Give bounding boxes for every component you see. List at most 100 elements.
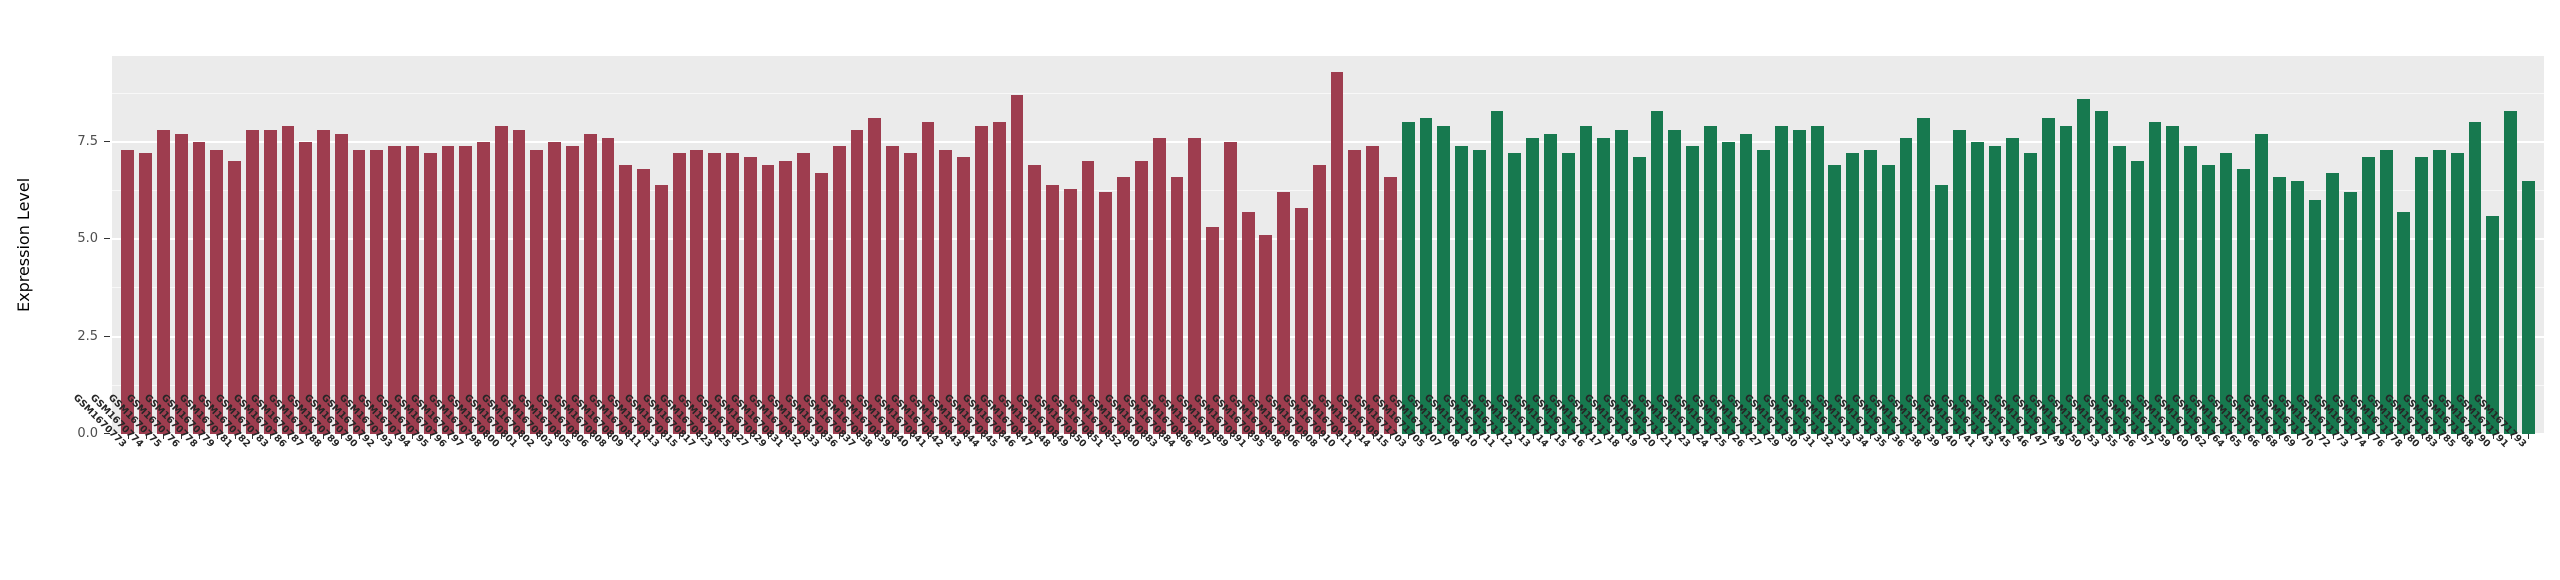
x-tick-mark <box>945 434 947 439</box>
x-tick-mark <box>1639 434 1641 439</box>
bar-column <box>1862 56 1880 434</box>
x-tick-mark <box>2101 434 2103 439</box>
x-axis-cell: GSM1670793 <box>337 392 404 578</box>
x-tick-mark <box>1621 434 1623 439</box>
x-tick-mark <box>607 434 609 439</box>
bar-column <box>688 56 706 434</box>
x-axis-cell: GSM1670891 <box>1191 392 1257 578</box>
bar <box>1312 165 1326 434</box>
x-tick-mark <box>1070 434 1072 439</box>
x-tick-mark <box>1852 434 1854 439</box>
bar-column <box>812 56 830 434</box>
bar <box>2006 137 2020 434</box>
bar-column <box>297 56 315 434</box>
x-axis-cell: GSM1671793 <box>2471 392 2537 578</box>
bar <box>1401 122 1415 434</box>
bar-column <box>706 56 724 434</box>
x-tick-mark <box>2154 434 2156 439</box>
x-tick-mark <box>1906 434 1908 439</box>
x-tick-mark <box>1585 434 1587 439</box>
x-tick-mark <box>590 434 592 439</box>
x-tick-mark <box>2048 434 2050 439</box>
x-tick-mark <box>1710 434 1712 439</box>
x-tick-mark <box>519 434 521 439</box>
x-axis-cell: GSM1670831 <box>728 392 795 578</box>
x-axis-cell: GSM1670833 <box>764 392 830 578</box>
x-axis-cell: GSM1670774 <box>88 392 155 578</box>
bar <box>1152 137 1166 434</box>
x-tick-mark <box>1781 434 1783 439</box>
major-gridline <box>112 433 2544 435</box>
x-axis-cell: GSM1671720 <box>1600 392 1666 578</box>
x-axis-cell: GSM1671719 <box>1582 392 1648 578</box>
x-tick-mark <box>928 434 930 439</box>
x-tick-mark <box>1141 434 1143 439</box>
bar-column <box>2164 56 2182 434</box>
bar-column <box>1577 56 1595 434</box>
x-axis-cell: GSM1671756 <box>2080 392 2146 578</box>
x-tick-mark <box>1763 434 1765 439</box>
bar-column <box>1630 56 1648 434</box>
x-axis: GSM1670773 GSM1670774 GSM1670775 GSM1670776… <box>70 392 2544 578</box>
x-axis-cell: GSM1671757 <box>2097 392 2164 578</box>
x-tick-mark <box>1212 434 1214 439</box>
x-tick-mark <box>1265 434 1267 439</box>
x-axis-cell: GSM1670910 <box>1279 392 1346 578</box>
bar <box>2273 176 2286 434</box>
x-tick-mark <box>696 434 698 439</box>
x-axis-cell: GSM1670805 <box>515 392 582 578</box>
bar-column <box>1061 56 1079 434</box>
x-tick-mark <box>2510 434 2512 439</box>
bar <box>2468 122 2482 434</box>
bar-column <box>937 56 955 434</box>
bar <box>1081 161 1095 434</box>
bar-column <box>2377 56 2395 434</box>
x-axis-cell: GSM1670809 <box>568 392 635 578</box>
x-axis-cell: GSM1671772 <box>2275 392 2342 578</box>
bar-column <box>2004 56 2022 434</box>
bar-column <box>1559 56 1577 434</box>
x-tick-mark <box>163 434 165 439</box>
bar <box>2184 145 2197 434</box>
x-axis-cell: GSM1670803 <box>497 392 564 578</box>
x-tick-mark <box>127 434 129 439</box>
bar <box>1650 110 1664 434</box>
bar-column <box>1950 56 1968 434</box>
x-axis-cell: GSM1671734 <box>1813 392 1880 578</box>
bar-column <box>1790 56 1808 434</box>
bar-column <box>243 56 261 434</box>
x-tick-mark <box>643 434 645 439</box>
x-tick-mark <box>1817 434 1819 439</box>
bar-column <box>1684 56 1702 434</box>
x-axis-cell: GSM1670779 <box>159 392 226 578</box>
major-gridline <box>112 335 2544 338</box>
bar <box>1206 227 1219 434</box>
bar <box>2450 153 2464 434</box>
bar-column <box>226 56 244 434</box>
x-axis-cell: GSM1671773 <box>2293 392 2360 578</box>
x-tick-mark <box>2119 434 2121 439</box>
x-tick-mark <box>1319 434 1321 439</box>
bar-column <box>1115 56 1133 434</box>
bar-column <box>2199 56 2217 434</box>
x-axis-cell: GSM1670915 <box>1333 392 1399 578</box>
bar-column <box>1097 56 1115 434</box>
x-axis-cell: GSM1670800 <box>444 392 510 578</box>
bar-column <box>492 56 510 434</box>
x-axis-cell: GSM1671710 <box>1422 392 1488 578</box>
bar <box>121 149 135 434</box>
bar-column <box>1755 56 1773 434</box>
x-tick-mark <box>963 434 965 439</box>
bar-column <box>421 56 439 434</box>
x-tick-mark <box>1194 434 1196 439</box>
x-tick-mark <box>2314 434 2316 439</box>
x-tick-mark <box>2386 434 2388 439</box>
bar <box>2344 192 2357 434</box>
bar <box>886 145 899 434</box>
bar-column <box>617 56 635 434</box>
bar <box>1899 137 1913 434</box>
x-axis-cell: GSM1670811 <box>586 392 653 578</box>
x-tick-mark <box>376 434 378 439</box>
x-tick-mark <box>483 434 485 439</box>
bar <box>1668 130 1682 434</box>
